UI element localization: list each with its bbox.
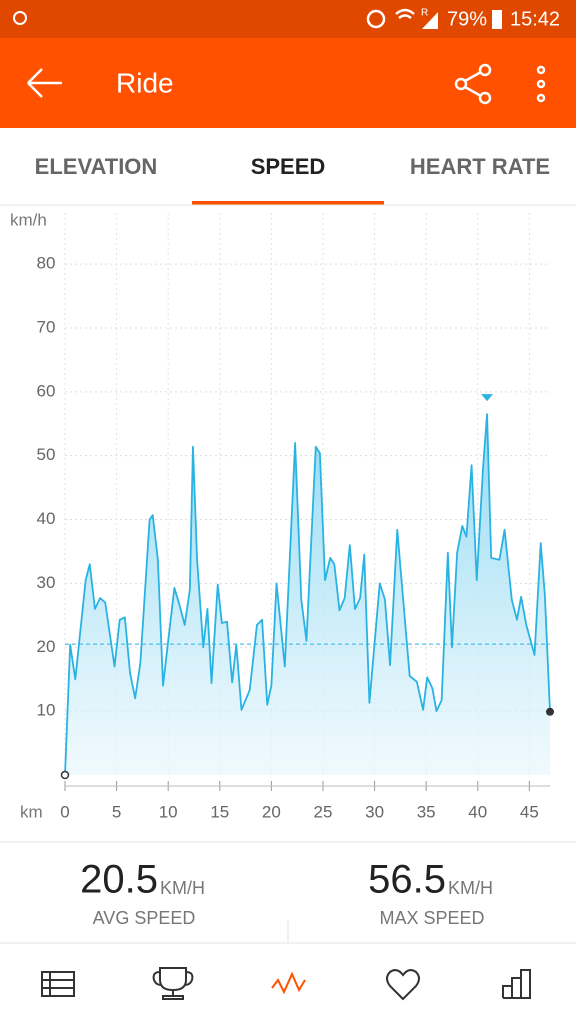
x-tick-label: 25 (314, 802, 333, 821)
stat-label: AVG SPEED (93, 908, 196, 928)
x-tick-label: 35 (417, 802, 436, 821)
x-tick-label: 45 (520, 802, 539, 821)
signal-icon (422, 12, 438, 29)
nav-stats[interactable] (502, 969, 531, 999)
alarm-icon (366, 9, 386, 29)
menu-button[interactable] (536, 65, 546, 103)
stat-unit: KM/H (160, 878, 205, 898)
start-point (60, 770, 70, 780)
battery-icon (492, 10, 502, 29)
tab[interactable]: HEART RATE (410, 154, 550, 179)
header-title: Ride (116, 67, 174, 98)
chart: 10 20 30 40 50 60 70 80 0 5 10 15 20 25 30 35 40 45 (37, 213, 554, 821)
max-marker (481, 394, 494, 402)
x-tick-label: 0 (60, 802, 69, 821)
nav-trophy[interactable] (152, 967, 194, 1000)
x-tick-label: 40 (468, 802, 487, 821)
y-tick-label: 80 (37, 254, 56, 273)
end-point (546, 707, 554, 716)
signal-flag: R (421, 8, 428, 19)
nav-heart[interactable] (386, 969, 420, 1001)
y-tick-label: 40 (37, 509, 56, 528)
stat-value: 20.5 (80, 858, 158, 902)
tab[interactable]: ELEVATION (35, 154, 158, 179)
nav-table[interactable] (41, 971, 75, 997)
line (64, 413, 551, 776)
status-icon (13, 11, 27, 25)
y-axis-label: km/h (10, 210, 47, 229)
clock: 15:42 (510, 8, 560, 30)
stat-unit: KM/H (448, 878, 493, 898)
x-tick-label: 5 (112, 802, 121, 821)
x-tick-label: 20 (262, 802, 281, 821)
y-tick-label: 60 (37, 381, 56, 400)
y-tick-label: 30 (37, 573, 56, 592)
x-tick-label: 10 (159, 802, 178, 821)
x-tick-label: 30 (365, 802, 384, 821)
back-button[interactable] (27, 68, 62, 98)
stat-value: 56.5 (368, 858, 446, 902)
area (65, 414, 550, 775)
x-tick-label: 15 (210, 802, 229, 821)
nav-activity[interactable] (271, 971, 306, 995)
tab-bar (0, 128, 576, 205)
battery-text: 79% (447, 8, 487, 30)
share-button[interactable] (454, 63, 492, 105)
x-axis-label: km (20, 802, 43, 821)
y-tick-label: 70 (37, 317, 56, 336)
y-tick-label: 10 (37, 701, 56, 720)
tab-active[interactable]: SPEED (251, 154, 326, 179)
y-tick-label: 20 (37, 637, 56, 656)
tab-indicator (192, 201, 384, 205)
status-bar (0, 0, 576, 38)
wifi-icon (395, 8, 415, 20)
stat-label: MAX SPEED (379, 908, 484, 928)
y-tick-label: 50 (37, 445, 56, 464)
app-bar (0, 38, 576, 128)
